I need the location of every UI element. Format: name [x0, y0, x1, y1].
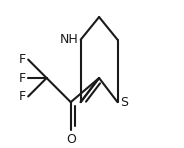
Text: F: F: [19, 71, 26, 85]
Text: S: S: [120, 96, 128, 109]
Text: NH: NH: [59, 33, 78, 46]
Text: F: F: [19, 53, 26, 66]
Text: F: F: [19, 90, 26, 103]
Text: O: O: [66, 133, 76, 146]
